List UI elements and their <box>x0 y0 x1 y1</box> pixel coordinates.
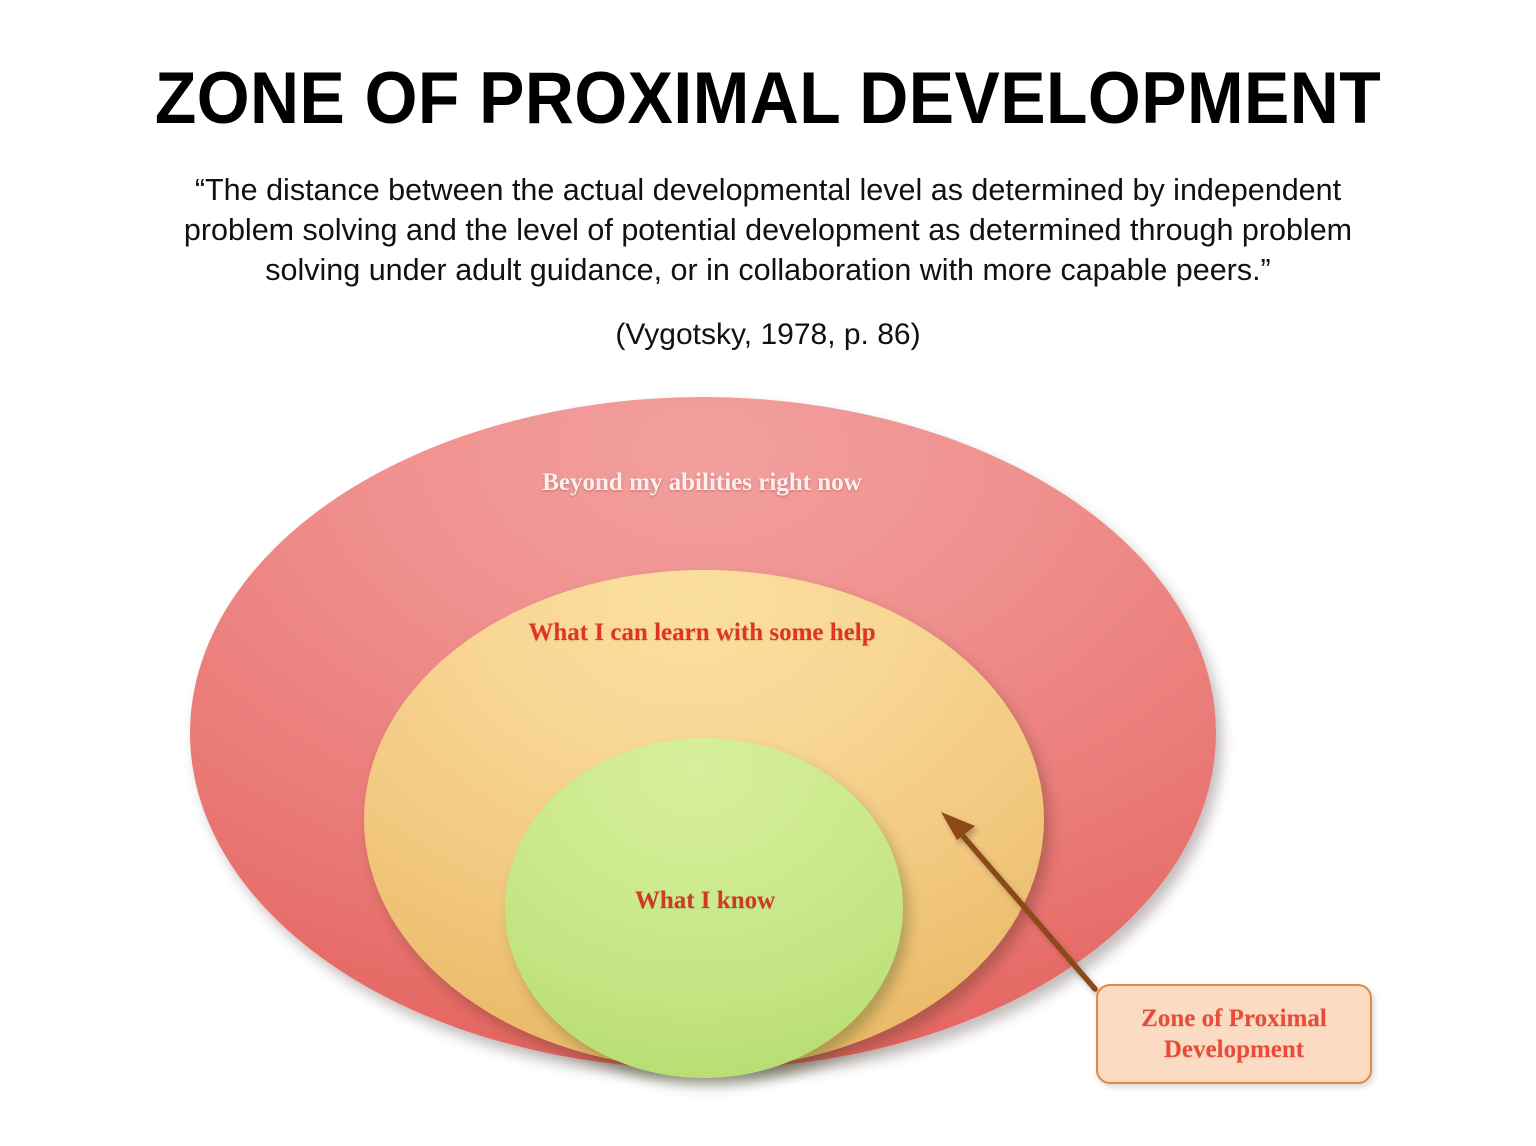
quote-paragraph: “The distance between the actual develop… <box>183 173 1353 287</box>
zpd-callout-box[interactable]: Zone of Proximal Development <box>1096 984 1372 1084</box>
page-title: ZONE OF PROXIMAL DEVELOPMENT <box>154 58 1382 139</box>
zone-inner-ellipse <box>505 738 903 1078</box>
zpd-callout-label: Zone of Proximal Development <box>1141 1004 1327 1063</box>
citation-line: (Vygotsky, 1978, p. 86) <box>615 318 921 351</box>
